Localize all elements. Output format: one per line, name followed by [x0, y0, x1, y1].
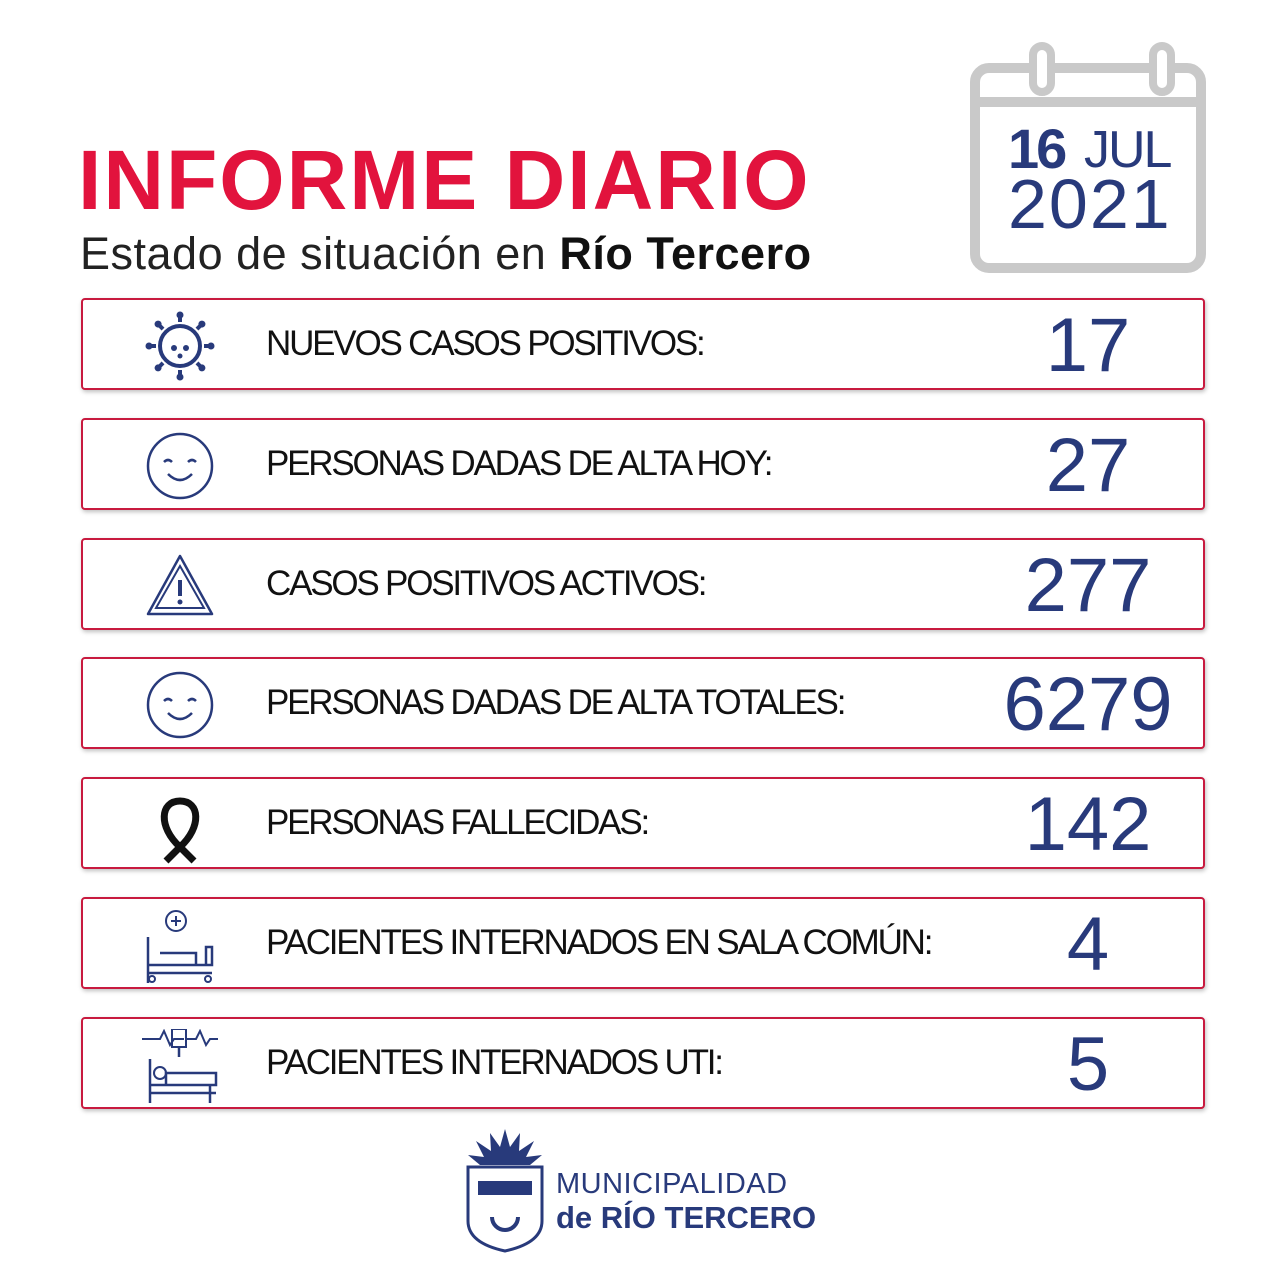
title: INFORME DIARIO: [78, 133, 811, 227]
stat-label: PACIENTES INTERNADOS UTI:: [266, 1043, 724, 1082]
stat-value: 5: [1066, 1022, 1110, 1107]
stat-label: PERSONAS DADAS DE ALTA TOTALES:: [266, 683, 846, 722]
stat-row: CASOS POSITIVOS ACTIVOS: 277: [81, 538, 1205, 630]
row-icon: [145, 311, 215, 381]
footer-line2: de RÍO TERCERO: [556, 1200, 817, 1235]
row-icon: [146, 554, 214, 616]
stat-row: NUEVOS CASOS POSITIVOS: 17: [81, 298, 1205, 390]
stat-row: PACIENTES INTERNADOS EN SALA COMÚN: 4: [81, 897, 1205, 989]
stat-row: PACIENTES INTERNADOS UTI: 5: [81, 1017, 1205, 1109]
stat-value: 4: [1066, 902, 1110, 987]
stat-label: PERSONAS DADAS DE ALTA HOY:: [266, 444, 774, 483]
subtitle-place: Río Tercero: [559, 228, 812, 279]
stat-label: PACIENTES INTERNADOS EN SALA COMÚN:: [266, 923, 933, 962]
stat-label: PERSONAS FALLECIDAS:: [266, 803, 650, 842]
row-icon: [146, 910, 214, 983]
footer-line1: MUNICIPALIDAD: [556, 1168, 788, 1200]
stat-label: CASOS POSITIVOS ACTIVOS:: [266, 564, 707, 603]
row-icon: [142, 1029, 218, 1103]
subtitle: Estado de situación en Río Tercero: [80, 228, 812, 280]
date-year: 2021: [1008, 165, 1172, 243]
stat-value: 142: [1024, 782, 1152, 867]
stat-row: PERSONAS DADAS DE ALTA TOTALES: 6279: [81, 657, 1205, 749]
stat-row: PERSONAS FALLECIDAS: 142: [81, 777, 1205, 869]
date-month: JUL: [1084, 121, 1172, 179]
stat-value: 6279: [1003, 662, 1173, 747]
calendar-icon: [970, 42, 1206, 273]
stat-row: PERSONAS DADAS DE ALTA HOY: 27: [81, 418, 1205, 510]
row-icon: [146, 432, 214, 500]
date-day: 16: [1008, 117, 1067, 180]
subtitle-prefix: Estado de situación en: [80, 228, 547, 279]
stat-value: 277: [1024, 543, 1152, 628]
row-icon: [146, 671, 214, 739]
municipal-shield: [466, 1129, 544, 1253]
stat-label: NUEVOS CASOS POSITIVOS:: [266, 324, 706, 363]
row-icon: [160, 797, 200, 864]
stat-value: 27: [1045, 423, 1131, 508]
stat-value: 17: [1045, 303, 1131, 388]
